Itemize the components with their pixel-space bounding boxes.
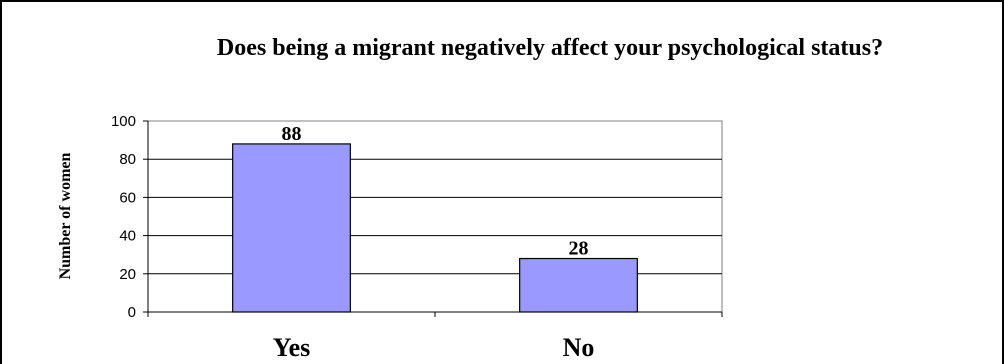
data-label: 88 [282, 123, 302, 145]
y-tick-label: 80 [119, 151, 136, 168]
y-tick-label: 0 [128, 304, 136, 321]
chart-title: Does being a migrant negatively affect y… [217, 35, 883, 61]
y-axis-label: Number of women [57, 153, 74, 280]
x-tick-label: No [563, 333, 595, 362]
y-tick-label: 40 [119, 228, 136, 245]
axes [143, 120, 723, 317]
data-labels: 88 28 [282, 123, 589, 260]
y-tick-labels: 0 20 40 60 80 100 [111, 113, 136, 321]
y-tick-label: 100 [111, 113, 136, 130]
bar [232, 143, 351, 313]
x-tick-labels: Yes No [273, 333, 595, 362]
y-tick-label: 60 [119, 189, 136, 206]
bars [232, 143, 638, 313]
bar [519, 257, 638, 313]
data-label: 28 [569, 238, 589, 260]
y-tick-label: 20 [119, 266, 136, 283]
x-tick-label: Yes [273, 333, 311, 362]
